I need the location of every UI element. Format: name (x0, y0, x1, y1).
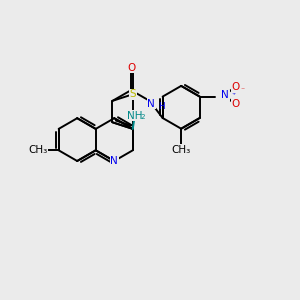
Text: O: O (231, 99, 239, 109)
Text: O: O (231, 82, 239, 92)
Text: N: N (147, 99, 155, 109)
Text: H: H (158, 102, 164, 111)
Text: ⁻: ⁻ (241, 85, 245, 94)
Text: O: O (127, 62, 135, 73)
Text: S: S (130, 89, 136, 99)
Text: CH₃: CH₃ (28, 145, 47, 155)
Text: N: N (110, 156, 118, 166)
Text: 2: 2 (141, 114, 146, 120)
Text: CH₃: CH₃ (172, 145, 191, 155)
Text: ⁺: ⁺ (232, 91, 236, 100)
Text: N: N (221, 90, 229, 100)
Text: NH: NH (127, 110, 142, 121)
